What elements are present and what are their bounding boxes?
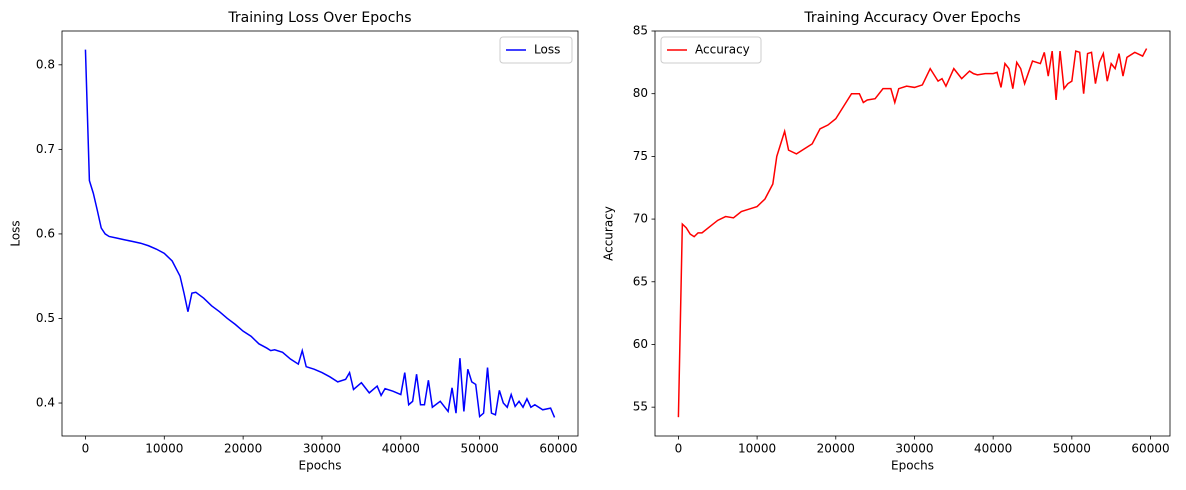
x-tick-label: 60000	[1131, 442, 1169, 456]
y-tick-label: 0.5	[36, 311, 55, 325]
x-axis-label: Epochs	[299, 459, 342, 473]
x-tick-label: 40000	[382, 442, 420, 456]
legend-box	[660, 36, 762, 64]
x-tick-label: 60000	[539, 442, 577, 456]
y-tick-label: 0.4	[36, 396, 55, 410]
x-tick-label: 30000	[895, 442, 933, 456]
y-tick-label: 85	[633, 24, 648, 38]
data-line	[84, 49, 556, 419]
x-tick-label: 0	[675, 442, 683, 456]
y-tick-label: 75	[633, 149, 648, 163]
x-tick-label: 50000	[1053, 442, 1091, 456]
plot-frame	[61, 30, 579, 437]
y-tick-label: 0.7	[36, 142, 55, 156]
x-tick-label: 10000	[738, 442, 776, 456]
plot-frame	[654, 30, 1171, 437]
x-tick-label: 30000	[303, 442, 341, 456]
x-tick-label: 20000	[224, 442, 262, 456]
y-tick-label: 0.6	[36, 226, 55, 240]
chart-title: Training Loss Over Epochs	[227, 10, 411, 26]
legend-box	[499, 36, 573, 64]
y-tick-label: 80	[633, 86, 648, 100]
y-axis-label: Loss	[9, 220, 23, 246]
x-tick-label: 50000	[461, 442, 499, 456]
y-tick-label: 0.8	[36, 57, 55, 71]
y-tick-label: 55	[633, 400, 648, 414]
legend-label: Loss	[534, 43, 560, 57]
data-line	[677, 48, 1148, 418]
x-tick-label: 20000	[817, 442, 855, 456]
x-tick-label: 10000	[145, 442, 183, 456]
y-axis-label: Accuracy	[602, 206, 616, 261]
x-axis-label: Epochs	[891, 459, 934, 473]
y-tick-label: 60	[633, 337, 648, 351]
chart-title: Training Accuracy Over Epochs	[803, 10, 1020, 26]
x-tick-label: 0	[82, 442, 90, 456]
x-tick-label: 40000	[974, 442, 1012, 456]
y-tick-label: 65	[633, 274, 648, 288]
y-tick-label: 70	[633, 212, 648, 226]
legend-label: Accuracy	[695, 43, 750, 57]
